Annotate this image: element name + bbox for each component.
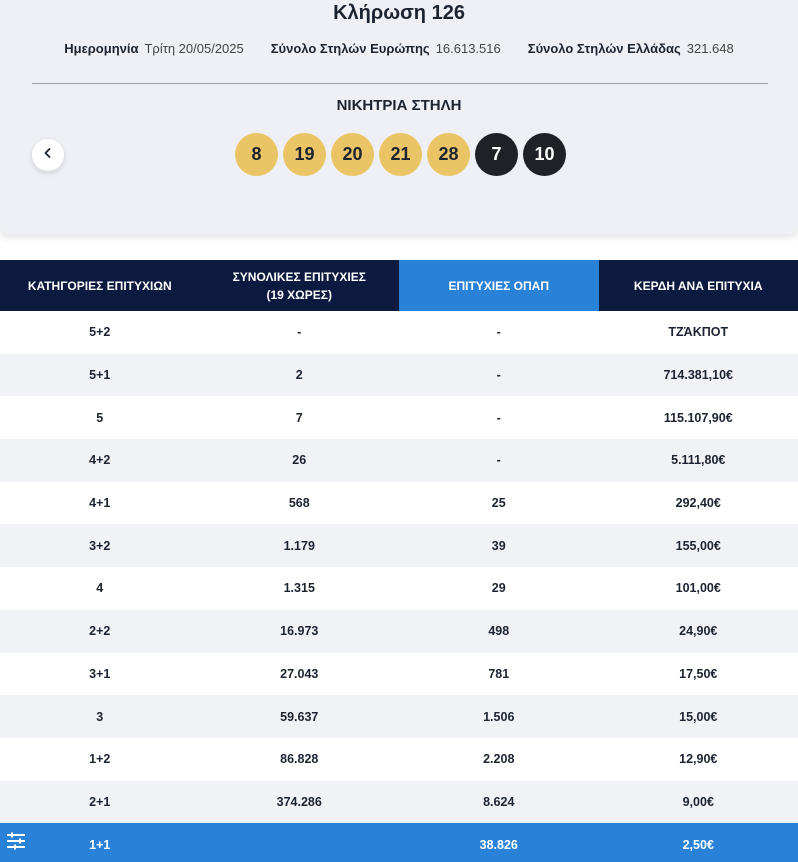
meta-greece-total: Σύνολο Στηλών Ελλάδας 321.648 xyxy=(528,41,734,56)
divider xyxy=(32,83,768,84)
table-row: 4 1.315 29 101,00€ xyxy=(0,567,798,610)
row-category: 5+2 xyxy=(0,311,200,354)
table-row: 4+1 568 25 292,40€ xyxy=(0,481,798,525)
prize-table: ΚΑΤΗΓΟΡΙΕΣ ΕΠΙΤΥΧΙΩΝ ΣΥΝΟΛΙΚΕΣ ΕΠΙΤΥΧΙΕΣ… xyxy=(0,260,798,862)
row-category: 3+1 xyxy=(0,652,200,696)
row-total-wins xyxy=(199,823,399,862)
table-row: 2+2 16.973 498 24,90€ xyxy=(0,609,798,653)
row-total-wins: 374.286 xyxy=(199,780,399,824)
table-row: 1+2 86.828 2.208 12,90€ xyxy=(0,737,798,781)
header-opap-wins: ΕΠΙΤΥΧΙΕΣ ΟΠΑΠ xyxy=(399,260,599,311)
row-total-wins: 2 xyxy=(199,353,399,397)
header-categories: ΚΑΤΗΓΟΡΙΕΣ ΕΠΙΤΥΧΙΩΝ xyxy=(0,260,200,311)
row-total-wins: 1.315 xyxy=(199,567,399,610)
row-total-wins: 7 xyxy=(199,396,399,440)
star-number-ball: 10 xyxy=(523,133,566,176)
meta-europe-value: 16.613.516 xyxy=(435,41,501,56)
table-row: 2+1 374.286 8.624 9,00€ xyxy=(0,780,798,824)
table-row: 1+1 38.826 2,50€ xyxy=(0,823,798,862)
row-opap-wins: 29 xyxy=(399,567,599,610)
star-number-ball: 7 xyxy=(475,133,518,176)
row-total-wins: 568 xyxy=(199,481,399,525)
meta-date-value: Τρίτη 20/05/2025 xyxy=(144,41,244,56)
row-category: 2+1 xyxy=(0,780,200,824)
row-prize: 9,00€ xyxy=(598,780,798,824)
row-total-wins: 27.043 xyxy=(199,652,399,696)
row-opap-wins: - xyxy=(399,353,599,397)
row-opap-wins: 2.208 xyxy=(399,737,599,781)
meta-greece-label: Σύνολο Στηλών Ελλάδας xyxy=(527,41,681,56)
row-total-wins: 86.828 xyxy=(199,737,399,781)
row-opap-wins: - xyxy=(399,311,599,354)
main-number-ball: 28 xyxy=(427,133,470,176)
row-total-wins: 1.179 xyxy=(199,524,399,568)
row-category: 2+2 xyxy=(0,609,200,653)
row-opap-wins: 38.826 xyxy=(399,823,599,862)
row-category: 4+1 xyxy=(0,481,200,525)
row-category: 1+2 xyxy=(0,737,200,781)
row-opap-wins: 498 xyxy=(399,609,599,653)
row-prize: 101,00€ xyxy=(598,567,798,610)
table-row: 3+1 27.043 781 17,50€ xyxy=(0,652,798,696)
main-number-ball: 19 xyxy=(283,133,326,176)
row-prize: 292,40€ xyxy=(598,481,798,525)
row-prize: 12,90€ xyxy=(598,737,798,781)
table-row: 4+2 26-5.111,80€ xyxy=(0,439,798,482)
meta-date-label: Ημερομηνία xyxy=(64,41,139,56)
row-prize: ΤΖΆΚΠΟΤ xyxy=(598,311,798,354)
header-prize-per-win: ΚΕΡΔΗ ΑΝΑ ΕΠΙΤΥΧΙΑ xyxy=(598,260,798,311)
row-prize: 2,50€ xyxy=(598,823,798,862)
meta-date: Ημερομηνία Τρίτη 20/05/2025 xyxy=(64,41,244,56)
draw-meta: Ημερομηνία Τρίτη 20/05/2025 Σύνολο Στηλώ… xyxy=(0,41,798,56)
row-category: 4 xyxy=(0,567,200,610)
table-row: 5+1 2-714.381,10€ xyxy=(0,353,798,397)
row-total-wins: 26 xyxy=(199,439,399,482)
row-prize: 155,00€ xyxy=(598,524,798,568)
row-category: 3 xyxy=(0,695,200,738)
chevron-left-icon xyxy=(42,146,54,164)
row-opap-wins: 25 xyxy=(399,481,599,525)
table-row: 5 7-115.107,90€ xyxy=(0,396,798,440)
row-opap-wins: 781 xyxy=(399,652,599,696)
header-total-wins: ΣΥΝΟΛΙΚΕΣ ΕΠΙΤΥΧΙΕΣ (19 ΧΩΡΕΣ) xyxy=(199,260,399,311)
prize-table-header: ΚΑΤΗΓΟΡΙΕΣ ΕΠΙΤΥΧΙΩΝ ΣΥΝΟΛΙΚΕΣ ΕΠΙΤΥΧΙΕΣ… xyxy=(0,260,798,311)
table-row: 5+2- - ΤΖΆΚΠΟΤ xyxy=(0,311,798,354)
row-category: 3+2 xyxy=(0,524,200,568)
row-category: 5 xyxy=(0,396,200,440)
meta-europe-label: Σύνολο Στηλών Ευρώπης xyxy=(270,41,430,56)
row-prize: 17,50€ xyxy=(598,652,798,696)
row-prize: 24,90€ xyxy=(598,609,798,653)
row-opap-wins: 8.624 xyxy=(399,780,599,824)
meta-greece-value: 321.648 xyxy=(686,41,734,56)
row-opap-wins: 39 xyxy=(399,524,599,568)
main-number-ball: 21 xyxy=(379,133,422,176)
meta-europe-total: Σύνολο Στηλών Ευρώπης 16.613.516 xyxy=(271,41,501,56)
table-row: 3+2 1.179 39 155,00€ xyxy=(0,524,798,568)
row-opap-wins: - xyxy=(399,439,599,482)
draw-card: Κλήρωση 126 Ημερομηνία Τρίτη 20/05/2025 … xyxy=(0,0,798,234)
menu-lines-icon xyxy=(5,832,27,855)
row-total-wins: 16.973 xyxy=(199,609,399,653)
header-total-wins-label: ΣΥΝΟΛΙΚΕΣ ΕΠΙΤΥΧΙΕΣ xyxy=(232,269,366,284)
row-opap-wins: - xyxy=(399,396,599,440)
menu-button[interactable] xyxy=(4,831,28,855)
row-prize: 15,00€ xyxy=(598,695,798,738)
draw-title: Κλήρωση 126 xyxy=(333,2,465,24)
winning-numbers: 8 19 20 21 28 7 10 xyxy=(235,133,566,176)
row-total-wins: 59.637 xyxy=(199,695,399,738)
winning-column-title: ΝΙΚΗΤΡΙΑ ΣΤΗΛΗ xyxy=(336,97,462,114)
row-prize: 5.111,80€ xyxy=(598,439,798,482)
previous-draw-button[interactable] xyxy=(32,139,64,171)
row-opap-wins: 1.506 xyxy=(399,695,599,738)
table-row: 3 59.637 1.506 15,00€ xyxy=(0,695,798,738)
row-category: 1+1 xyxy=(0,823,200,862)
row-prize: 714.381,10€ xyxy=(598,353,798,397)
row-total-wins: - xyxy=(199,311,399,354)
header-total-wins-sub: (19 ΧΩΡΕΣ) xyxy=(266,287,332,302)
row-category: 5+1 xyxy=(0,353,200,397)
row-prize: 115.107,90€ xyxy=(598,396,798,440)
main-number-ball: 8 xyxy=(235,133,278,176)
main-number-ball: 20 xyxy=(331,133,374,176)
row-category: 4+2 xyxy=(0,439,200,482)
